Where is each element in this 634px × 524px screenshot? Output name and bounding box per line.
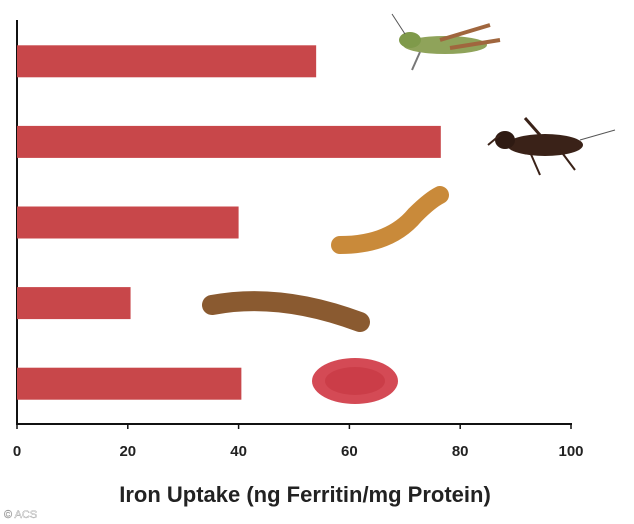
bar bbox=[17, 206, 239, 239]
credit: © ACS bbox=[4, 509, 37, 521]
grasshopper-icon bbox=[391, 13, 501, 71]
cricket-icon bbox=[487, 117, 616, 176]
x-tick-label: 0 bbox=[13, 443, 21, 460]
superworm-icon bbox=[202, 291, 370, 332]
bar bbox=[17, 367, 242, 400]
bar bbox=[17, 287, 131, 320]
x-tick-label: 80 bbox=[452, 443, 469, 460]
x-tick-label: 100 bbox=[558, 443, 583, 460]
bar bbox=[17, 45, 317, 78]
x-tick-label: 40 bbox=[230, 443, 247, 460]
bar bbox=[17, 125, 441, 158]
mealworm-icon bbox=[331, 186, 449, 254]
x-axis-title: Iron Uptake (ng Ferritin/mg Protein) bbox=[119, 482, 491, 507]
x-tick-label: 60 bbox=[341, 443, 358, 460]
beef-icon bbox=[312, 358, 398, 404]
x-tick-label: 20 bbox=[119, 443, 136, 460]
